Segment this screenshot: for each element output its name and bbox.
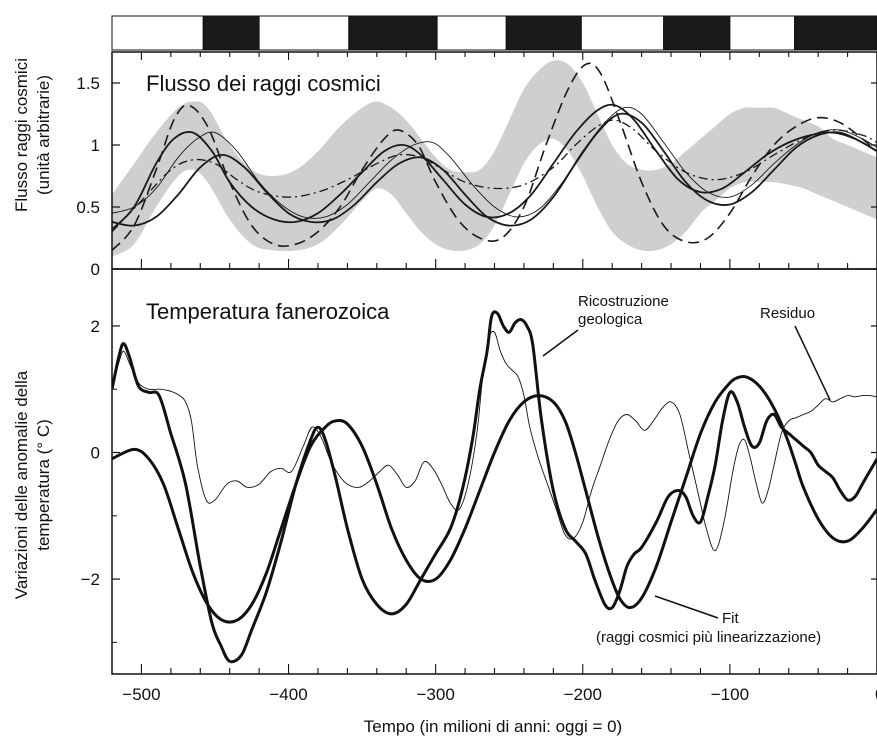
- period-segment: [202, 15, 260, 51]
- period-segment: [436, 15, 507, 51]
- temperature-ytick-label: 2: [91, 317, 100, 336]
- annotation-fit-pointer: [654, 595, 719, 619]
- cosmic-ray-ylabel-line1: Flusso raggi cosmici: [12, 58, 31, 212]
- period-segment: [794, 15, 877, 51]
- cosmic-ray-panel: 0 0.5 1 1.5 Flusso dei raggi cosmici Flusso…: [12, 52, 877, 279]
- temperature-xtick-label: 0: [875, 685, 877, 704]
- period-segment: [258, 15, 350, 51]
- annotation-residuo-pointer: [794, 325, 831, 401]
- period-segment: [348, 15, 438, 51]
- temperature-ytick-label: −2: [81, 570, 100, 589]
- annotation-fit-line2: (raggi cosmici più linearizzazione): [596, 629, 821, 646]
- annotation-residuo: Residuo: [760, 305, 815, 322]
- temperature-series: [112, 310, 877, 664]
- temperature-panel: −2 0 2 −500 −400 −300 −200 −100 0 Temperatura fa…: [12, 293, 877, 736]
- cosmic-ray-series-line-3: [112, 106, 877, 219]
- temperature-xtick-label: −200: [564, 685, 602, 704]
- cosmic-ray-ylabel-line2: (unità arbitrarie): [34, 75, 53, 195]
- temperature-xtick-label: −500: [122, 685, 160, 704]
- temperature-series-line-3: [112, 330, 877, 552]
- cosmic-ray-ytick-label: 1: [91, 136, 100, 155]
- cosmic-ray-ticks: 0 0.5 1 1.5: [76, 52, 877, 279]
- period-bar: [111, 15, 877, 51]
- temperature-panel-title: Temperatura fanerozoica: [146, 299, 390, 324]
- temperature-ylabel-line1: Variazioni delle anomalie della: [12, 370, 31, 599]
- temperature-series-line-1: [112, 310, 877, 664]
- annotation-fit-line1: Fit: [722, 610, 739, 627]
- annotation-geologica-line1: Ricostruzione: [578, 293, 669, 310]
- period-segment: [505, 15, 582, 51]
- temperature-xtick-label: −100: [711, 685, 749, 704]
- annotation-geologica-pointer: [542, 329, 579, 357]
- temperature-ticks: −2 0 2 −500 −400 −300 −200 −100 0: [81, 317, 877, 704]
- temperature-ytick-label: 0: [91, 444, 100, 463]
- period-segment: [663, 15, 731, 51]
- temperature-series-line-2: [112, 375, 877, 624]
- cosmic-ray-ytick-label: 1.5: [76, 74, 100, 93]
- uncertainty-band-area: [112, 60, 877, 257]
- cosmic-ray-series-line-2: [112, 62, 877, 251]
- cosmic-ray-panel-title: Flusso dei raggi cosmici: [146, 71, 381, 96]
- cosmic-ray-series-line-4: [112, 119, 877, 233]
- period-segment: [111, 15, 204, 51]
- cosmic-ray-series-line-5: [112, 112, 877, 227]
- x-axis-title: Tempo (in milioni di anni: oggi = 0): [364, 717, 622, 736]
- annotation-geologica-line2: geologica: [578, 311, 643, 328]
- cosmic-ray-ytick-label: 0: [91, 260, 100, 279]
- period-segment: [729, 15, 796, 51]
- temperature-plot-frame: [111, 268, 877, 675]
- cosmic-ray-uncertainty-band: [112, 60, 877, 257]
- cosmic-ray-ytick-label: 0.5: [76, 198, 100, 217]
- period-segment: [580, 15, 665, 51]
- cosmic-ray-series: [112, 62, 877, 251]
- temperature-xtick-label: −400: [269, 685, 307, 704]
- temperature-xtick-label: −300: [417, 685, 455, 704]
- temperature-ylabel-line2: temperatura (° C): [34, 419, 53, 551]
